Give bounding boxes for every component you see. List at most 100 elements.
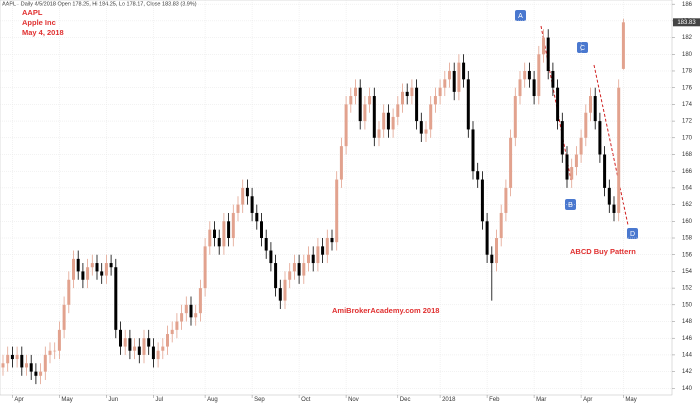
candle-body — [462, 62, 466, 80]
y-tick-label: 150 — [682, 302, 693, 308]
candle-body — [269, 250, 273, 264]
y-tick-label: 172 — [682, 119, 693, 125]
candle-body — [466, 79, 470, 130]
candle-body — [485, 221, 489, 255]
candle-body — [598, 121, 602, 155]
point-d: D — [627, 228, 638, 239]
candle-body — [457, 62, 461, 92]
candle-body — [166, 334, 169, 347]
pattern-label: ABCD Buy Pattern — [570, 247, 636, 256]
candle-body — [142, 338, 146, 355]
y-tick-label: 186 — [682, 2, 693, 8]
candle-body — [151, 346, 155, 360]
candle-body — [90, 263, 94, 268]
candle-body — [532, 79, 536, 97]
candle-body — [39, 371, 43, 376]
candle-body — [410, 87, 414, 97]
x-tick-label: Aug — [207, 397, 218, 403]
candle-body — [20, 354, 24, 368]
candle-body — [354, 87, 357, 97]
candle-body — [53, 350, 57, 352]
candle-body — [189, 304, 193, 318]
y-tick-label: 164 — [682, 185, 693, 191]
candle-body — [302, 263, 306, 276]
candle-body — [321, 246, 325, 255]
candle-body — [433, 96, 437, 105]
x-tick-label: Mar — [536, 397, 546, 403]
candle-body — [255, 212, 259, 222]
candle-body — [523, 70, 527, 80]
candle-body — [147, 338, 151, 347]
y-tick-label: 140 — [682, 386, 693, 392]
candle-body — [175, 321, 179, 330]
candle-body — [424, 129, 428, 134]
candle-body — [29, 363, 33, 372]
y-tick-label: 158 — [682, 236, 693, 242]
candle-body — [593, 96, 597, 122]
y-tick-label: 178 — [682, 69, 693, 75]
candle-body — [1, 363, 5, 368]
candle-body — [579, 137, 583, 155]
candle-body — [401, 91, 404, 105]
candle-body — [133, 346, 137, 351]
y-tick-label: 146 — [682, 336, 693, 342]
candle-body — [48, 350, 52, 355]
candle-body — [448, 70, 451, 80]
y-tick-label: 180 — [682, 52, 693, 58]
candle-body — [161, 346, 165, 351]
candle-body — [278, 288, 282, 301]
candle-body — [396, 104, 400, 117]
x-tick-label: May — [61, 397, 72, 403]
candle-body — [25, 363, 28, 368]
candle-body — [67, 279, 71, 305]
candle-body — [325, 238, 329, 255]
y-tick-label: 176 — [682, 85, 693, 91]
candle-body — [542, 37, 545, 55]
candle-body — [100, 271, 104, 276]
candle-body — [222, 221, 226, 247]
candle-body — [386, 112, 390, 130]
candle-body — [495, 238, 498, 264]
candle-body — [184, 304, 188, 314]
candle-body — [490, 254, 494, 264]
candle-body — [62, 304, 66, 330]
x-tick-label: Oct — [301, 397, 311, 403]
candle-body — [288, 271, 292, 280]
candle-body — [438, 87, 442, 97]
point-c: C — [577, 42, 588, 53]
point-label: B — [568, 202, 573, 209]
candle-body — [297, 263, 301, 276]
candle-body — [476, 171, 480, 180]
candle-body — [617, 87, 621, 213]
candle-body — [311, 254, 315, 264]
candle-body — [537, 54, 541, 97]
candle-body — [119, 329, 122, 347]
x-tick-label: Apr — [583, 397, 592, 403]
candle-body — [363, 104, 367, 122]
y-tick-label: 182 — [682, 35, 693, 41]
candle-body — [203, 246, 207, 289]
x-tick-label: Jul — [155, 397, 163, 403]
cd-line — [593, 64, 629, 226]
candle-body — [104, 263, 108, 276]
x-tick-label: Dec — [400, 397, 411, 403]
candle-body — [551, 70, 555, 88]
candle-body — [419, 121, 423, 134]
candle-body — [574, 154, 578, 168]
y-tick-label: 156 — [682, 252, 693, 258]
candle-body — [43, 354, 47, 372]
candle-body — [546, 37, 550, 71]
candle-body — [250, 196, 254, 213]
candle-body — [499, 212, 503, 239]
y-tick-label: 142 — [682, 369, 693, 375]
x-tick-label: Nov — [348, 397, 359, 403]
candle-body — [123, 338, 127, 347]
candle-body — [264, 238, 268, 251]
candle-body — [217, 238, 221, 247]
candle-body — [241, 187, 245, 205]
candle-body — [471, 129, 475, 172]
point-label: A — [518, 13, 523, 20]
y-tick-label: 168 — [682, 152, 693, 158]
candle-body — [584, 112, 588, 138]
candle-body — [368, 96, 372, 105]
